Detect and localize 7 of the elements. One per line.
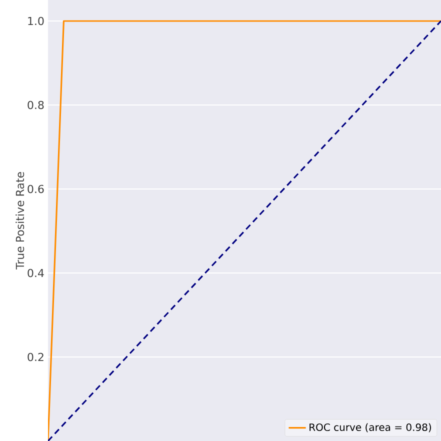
y-tick-label: 0.2	[28, 352, 44, 362]
y-axis-title: True Positive Rate	[16, 172, 24, 270]
y-tick-label: 1.0	[28, 16, 44, 26]
y-tick-label: 0.4	[28, 268, 44, 278]
y-tick-label: 0.8	[28, 100, 44, 110]
legend-label: ROC curve (area = 0.98)	[310, 423, 432, 432]
y-tick-label: 0.6	[28, 184, 44, 194]
